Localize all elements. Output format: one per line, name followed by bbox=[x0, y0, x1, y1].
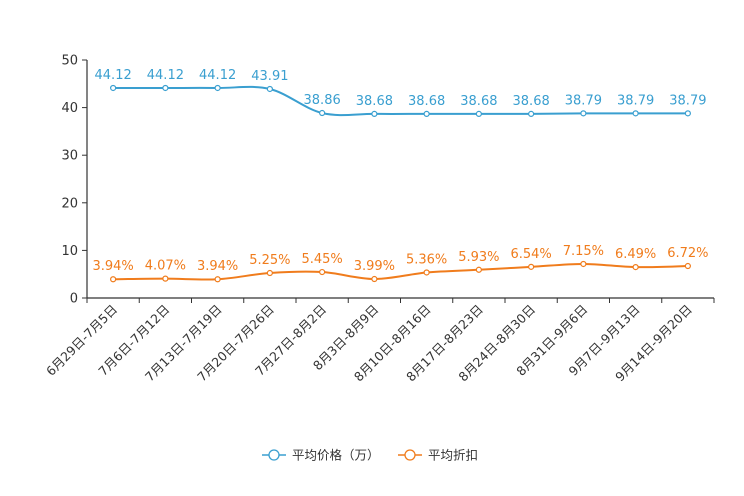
chart-legend[interactable]: 平均价格（万） 平均折扣 bbox=[262, 448, 478, 463]
data-label: 38.68 bbox=[460, 94, 497, 109]
chart-series: 44.12 44.12 44.12 43.91 38.86 38.68 38.68 38.68… bbox=[92, 68, 709, 283]
data-point[interactable] bbox=[162, 275, 169, 282]
y-tick-label: 30 bbox=[61, 149, 78, 164]
data-label: 38.79 bbox=[617, 93, 654, 108]
data-label: 3.94% bbox=[92, 259, 133, 274]
data-label: 43.91 bbox=[251, 69, 288, 84]
data-label: 5.25% bbox=[249, 253, 290, 268]
data-label: 38.79 bbox=[565, 93, 602, 108]
series-average-price: 44.12 44.12 44.12 43.91 38.86 38.68 38.68 38.68… bbox=[95, 68, 706, 117]
data-point[interactable] bbox=[110, 84, 117, 92]
data-point[interactable] bbox=[423, 269, 430, 276]
legend-marker-icon bbox=[268, 449, 280, 461]
data-point[interactable] bbox=[475, 266, 482, 273]
data-label: 6.54% bbox=[510, 247, 551, 262]
data-label: 38.79 bbox=[669, 93, 706, 108]
data-label: 3.99% bbox=[354, 259, 395, 274]
data-label: 7.15% bbox=[563, 244, 604, 259]
y-axis-ticks: 0 10 20 30 40 50 bbox=[61, 54, 87, 307]
data-label: 38.68 bbox=[513, 94, 550, 109]
data-label: 38.86 bbox=[304, 93, 341, 108]
data-point[interactable] bbox=[110, 276, 117, 283]
legend-label: 平均价格（万） bbox=[292, 448, 380, 463]
data-point[interactable] bbox=[580, 260, 587, 268]
y-tick-label: 50 bbox=[61, 54, 78, 69]
data-point[interactable] bbox=[475, 110, 482, 117]
data-label: 6.72% bbox=[667, 246, 708, 261]
data-label: 5.36% bbox=[406, 252, 447, 267]
series-average-discount: 3.94% 4.07% 3.94% 5.25% 5.45% 3.99% 5.36% 5.93%… bbox=[92, 244, 709, 283]
data-point[interactable] bbox=[632, 110, 639, 117]
data-label: 4.07% bbox=[145, 259, 186, 274]
y-tick-label: 40 bbox=[61, 101, 78, 116]
data-point[interactable] bbox=[371, 110, 378, 117]
legend-label: 平均折扣 bbox=[428, 448, 478, 463]
data-point[interactable] bbox=[423, 110, 430, 117]
legend-marker-icon bbox=[404, 449, 416, 461]
data-label: 6.49% bbox=[615, 247, 656, 262]
series-line bbox=[113, 262, 688, 281]
data-label: 3.94% bbox=[197, 259, 238, 274]
data-point[interactable] bbox=[319, 268, 326, 276]
y-tick-label: 20 bbox=[61, 196, 78, 211]
data-point[interactable] bbox=[319, 109, 326, 117]
data-point[interactable] bbox=[214, 276, 221, 283]
data-label: 44.12 bbox=[147, 68, 184, 83]
data-point[interactable] bbox=[580, 110, 587, 117]
data-label: 38.68 bbox=[408, 94, 445, 109]
data-label: 44.12 bbox=[95, 68, 132, 83]
data-point[interactable] bbox=[214, 84, 221, 92]
data-point[interactable] bbox=[684, 262, 691, 270]
legend-item[interactable]: 平均价格（万） bbox=[262, 448, 380, 463]
data-point[interactable] bbox=[162, 84, 169, 92]
legend-item[interactable]: 平均折扣 bbox=[398, 448, 478, 463]
x-axis-ticks: 6月29日-7月5日7月6日-7月12日7月13日-7月19日7月20日-7月2… bbox=[43, 298, 715, 384]
data-point[interactable] bbox=[266, 269, 273, 277]
data-point[interactable] bbox=[266, 85, 273, 93]
y-tick-label: 0 bbox=[70, 292, 78, 307]
data-label: 38.68 bbox=[356, 94, 393, 109]
y-tick-label: 10 bbox=[61, 244, 78, 259]
data-point[interactable] bbox=[632, 264, 639, 271]
data-point[interactable] bbox=[684, 110, 691, 117]
data-label: 44.12 bbox=[199, 68, 236, 83]
data-label: 5.93% bbox=[458, 250, 499, 265]
data-point[interactable] bbox=[371, 275, 378, 283]
data-point[interactable] bbox=[528, 263, 535, 270]
data-point[interactable] bbox=[528, 110, 535, 117]
series-line bbox=[113, 85, 688, 117]
data-label: 5.45% bbox=[301, 252, 342, 267]
